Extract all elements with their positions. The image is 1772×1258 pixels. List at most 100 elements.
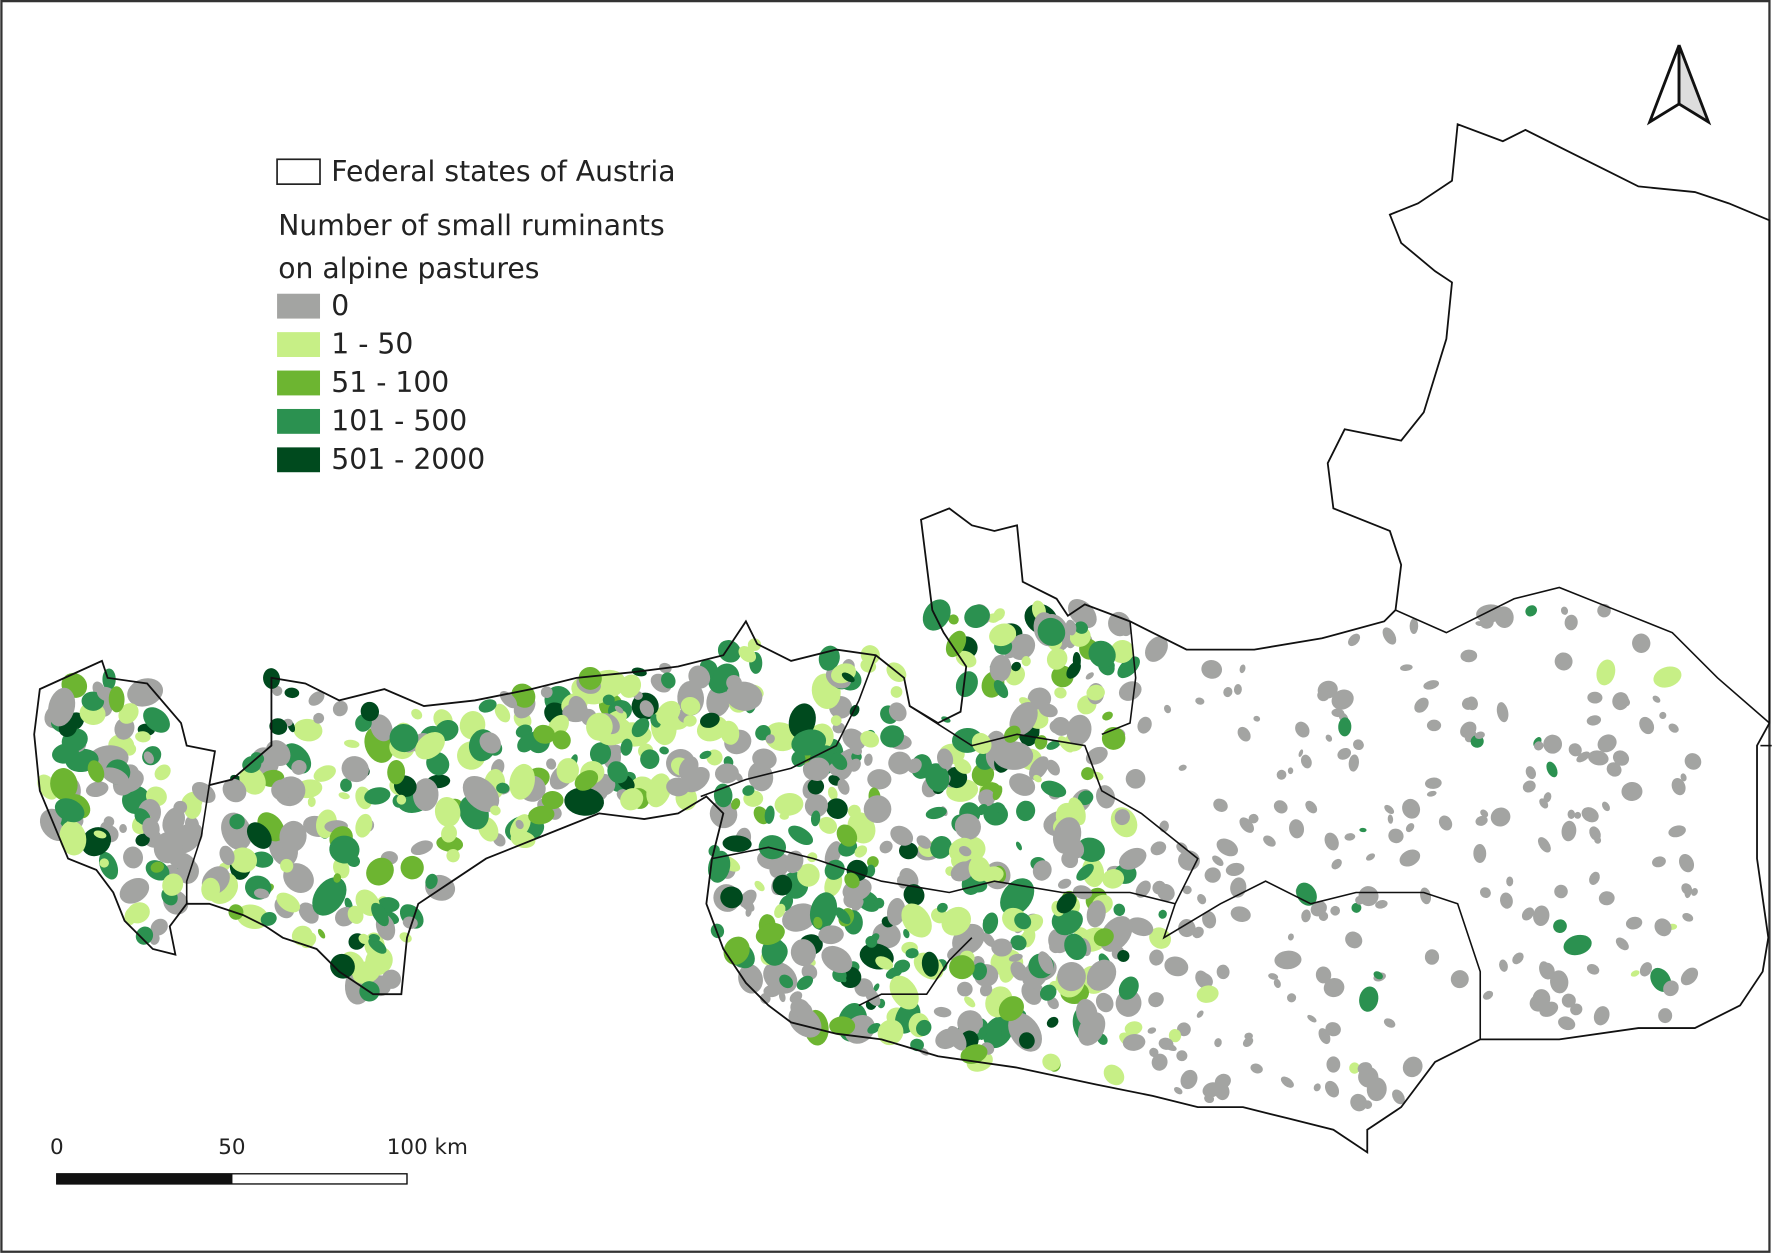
scale-label: 50 xyxy=(218,1135,245,1160)
pasture-patch xyxy=(52,743,79,764)
pasture-patch xyxy=(717,640,741,663)
state-border xyxy=(1101,621,1137,736)
pasture-patch xyxy=(1325,734,1333,742)
pasture-patch xyxy=(269,718,288,735)
pasture-patch xyxy=(865,864,876,878)
pasture-patch xyxy=(864,986,881,1007)
pasture-patch xyxy=(307,796,316,808)
pasture-patch xyxy=(1040,780,1067,798)
pasture-patch xyxy=(1088,640,1116,668)
pasture-patch xyxy=(347,905,364,924)
pasture-patch xyxy=(1216,964,1230,980)
pasture-patch xyxy=(371,902,389,927)
pasture-patch xyxy=(1466,696,1478,711)
pasture-patch xyxy=(242,756,262,773)
pasture-patch xyxy=(1029,756,1049,781)
pasture-patch xyxy=(1016,800,1036,822)
pasture-patch xyxy=(1149,949,1164,966)
pasture-patch xyxy=(415,732,445,760)
pasture-patch xyxy=(1003,725,1021,743)
pasture-patch xyxy=(810,810,821,827)
pasture-patch xyxy=(1344,833,1356,841)
pasture-patch xyxy=(1383,1018,1396,1028)
pasture-patch xyxy=(1164,704,1172,714)
pasture-patch xyxy=(574,770,599,791)
pasture-patch xyxy=(778,991,786,1003)
pasture-patch xyxy=(1543,734,1563,754)
pasture-patch xyxy=(1652,695,1661,703)
pasture-patch xyxy=(860,730,880,748)
pasture-patch xyxy=(763,984,781,998)
pasture-patch xyxy=(1615,937,1629,951)
pasture-patch xyxy=(1145,636,1168,662)
pasture-patch xyxy=(126,902,150,924)
pasture-patch xyxy=(782,903,818,932)
pasture-patch xyxy=(1216,838,1239,857)
pasture-patch xyxy=(1273,978,1281,989)
pasture-patch xyxy=(1438,815,1453,831)
pasture-patch xyxy=(890,825,914,846)
pasture-patch xyxy=(864,753,873,766)
pasture-patch xyxy=(903,928,910,939)
pasture-patch xyxy=(1074,621,1088,634)
scale-bar-segment xyxy=(56,1173,232,1184)
pasture-patch xyxy=(59,820,87,856)
pasture-patch xyxy=(494,703,511,723)
pasture-patch xyxy=(937,748,954,769)
pasture-patch xyxy=(1567,809,1576,819)
pasture-patch xyxy=(1102,711,1113,721)
pasture-patch xyxy=(772,874,793,896)
pasture-patch xyxy=(1331,708,1345,718)
pasture-patch xyxy=(1076,837,1105,862)
pasture-patch xyxy=(754,880,765,892)
pasture-patch xyxy=(979,983,993,997)
pasture-patch xyxy=(1639,962,1653,977)
pasture-patch xyxy=(998,996,1024,1022)
pasture-patch xyxy=(1560,606,1569,615)
pasture-patch xyxy=(841,672,855,683)
pasture-patch xyxy=(589,742,612,765)
pasture-patch xyxy=(801,964,818,980)
pasture-patch xyxy=(329,835,360,864)
pasture-patch xyxy=(425,873,438,890)
pasture-patch xyxy=(1423,680,1440,690)
pasture-patch xyxy=(1337,747,1352,760)
pasture-patch xyxy=(1307,1014,1317,1023)
pasture-patch xyxy=(1561,820,1577,842)
pasture-patch xyxy=(614,705,624,714)
pasture-patch xyxy=(981,932,996,947)
pasture-patch xyxy=(1512,952,1524,965)
pasture-patch xyxy=(1684,753,1702,770)
pasture-patch xyxy=(1568,743,1582,757)
pasture-patch xyxy=(150,861,164,873)
pasture-patch xyxy=(1204,867,1221,883)
pasture-patch xyxy=(313,765,336,782)
state-border xyxy=(858,937,973,1007)
pasture-patch xyxy=(851,898,864,912)
pasture-patch xyxy=(1359,986,1379,1012)
pasture-patch xyxy=(556,758,579,784)
pasture-patch xyxy=(446,848,460,863)
pasture-patch xyxy=(1230,906,1251,923)
legend-title: Number of small ruminants xyxy=(278,209,664,242)
pasture-patch xyxy=(1118,681,1142,701)
pasture-patch xyxy=(271,779,292,801)
pasture-patch xyxy=(1474,731,1485,739)
pasture-patch xyxy=(1300,754,1312,769)
state-border xyxy=(711,846,1176,905)
pasture-patch xyxy=(1253,715,1261,722)
pasture-patch xyxy=(280,858,294,873)
pasture-patch xyxy=(1086,684,1105,701)
pasture-patch xyxy=(1287,933,1294,941)
legend-label: 1 - 50 xyxy=(331,328,413,361)
pasture-patch xyxy=(1399,849,1421,867)
pasture-patch xyxy=(229,813,245,830)
pasture-patch xyxy=(922,599,951,631)
pasture-patch xyxy=(1010,935,1027,951)
pasture-patch xyxy=(1554,652,1573,671)
pasture-patch xyxy=(1366,1077,1387,1102)
pasture-patch xyxy=(989,654,1012,683)
pasture-patch xyxy=(276,892,301,913)
pasture-patch xyxy=(850,744,862,756)
pasture-patch xyxy=(118,703,139,724)
